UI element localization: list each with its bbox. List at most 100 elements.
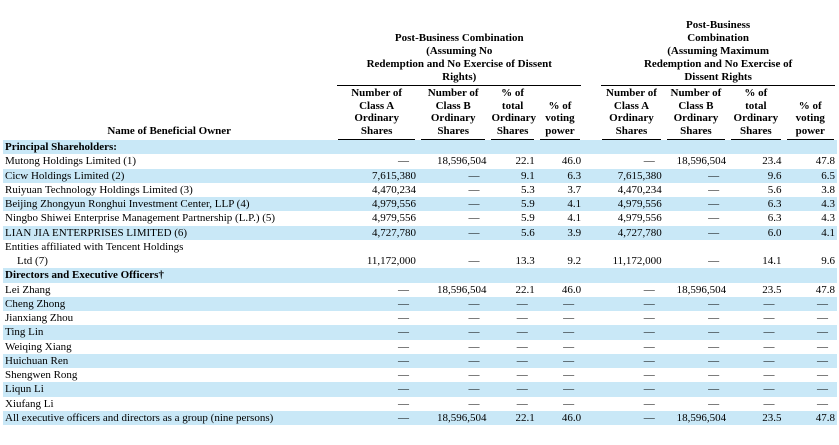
value-cell: 14.1 [762,255,782,267]
table-body: Principal Shareholders: Mutong Holdings L… [3,140,837,425]
value-cell: — [663,197,729,212]
value-cell: — [663,325,729,340]
group-header-row: Name of Beneficial Owner Post-Business C… [3,12,837,137]
group1-header: Post-Business Combination (Assuming No R… [335,12,583,86]
column-gap [583,12,599,140]
gap-cell [583,240,599,254]
value-cell: 4,979,556 [335,197,418,212]
table-header: Name of Beneficial Owner Post-Business C… [3,12,837,140]
value-cell: — [516,340,528,353]
value-cell: 23.4 [762,155,782,168]
value-cell: 18,596,504 [417,410,489,425]
value-cell: — [783,325,837,340]
value-cell [663,140,729,155]
value-cell: — [397,155,409,168]
table-row: Entities affiliated with Tencent Holding… [3,240,837,254]
gap-cell [583,283,599,297]
owner-name-cell: Ruiyuan Technology Holdings Limited (3) [5,183,193,196]
value-cell: 22.1 [515,155,535,168]
gap-cell [583,382,600,397]
gap-cell [583,197,600,212]
value-cell: — [643,369,655,381]
value-cell [728,240,783,254]
value-cell: — [599,296,664,311]
value-cell [537,240,583,254]
value-cell: 46.0 [561,155,582,168]
owner-name-cell: Entities affiliated with Tencent Holding… [5,240,184,253]
gap-cell [583,268,600,283]
name-column-header: Name of Beneficial Owner [107,125,232,137]
value-cell: — [817,312,828,324]
owner-name-cell: Huichuan Ren [3,353,336,368]
value-cell: 6.5 [783,168,837,183]
gap-cell [583,140,600,155]
table-row: Jianxiang Zhou — — — — — — — — [3,311,837,325]
value-cell [417,268,489,283]
value-cell: 9.6 [821,255,835,267]
value-cell: — [536,353,584,368]
owner-name-cell: Mutong Holdings Limited (1) [5,155,137,168]
value-cell: 5.6 [767,183,782,196]
value-cell: — [488,353,537,368]
value-cell: 46.0 [561,283,582,296]
value-cell: — [663,225,729,240]
value-cell: 18,596,504 [676,155,727,168]
value-cell: — [708,183,720,196]
value-cell: — [335,296,418,311]
gap-cell [583,410,600,425]
value-cell: 18,596,504 [676,283,727,296]
table-row: All executive officers and directors as … [3,410,837,425]
owner-name-cell: Liqun Li [3,382,336,397]
gap-cell [583,340,599,354]
value-cell: 4.1 [783,225,837,240]
value-cell [488,140,537,155]
value-cell: 5.6 [488,225,537,240]
value-cell: 6.0 [728,225,784,240]
gap-cell [583,211,599,225]
value-cell: — [708,369,720,381]
value-cell: — [468,312,480,324]
value-cell: — [335,410,418,425]
gap-cell [583,353,600,368]
value-cell: — [643,283,655,296]
value-cell: 3.9 [536,225,584,240]
value-cell: — [599,325,664,340]
value-cell: — [643,312,655,324]
beneficial-ownership-table: Name of Beneficial Owner Post-Business C… [3,12,837,425]
value-cell: 9.2 [567,255,582,267]
value-cell [599,140,664,155]
value-cell: — [763,312,775,324]
value-cell: 18,596,504 [436,283,487,296]
table-row: Ltd (7) 11,172,000 — 13.3 9.2 11,172,000 — 14.1… [3,254,837,268]
value-cell [335,268,418,283]
value-cell: — [488,296,537,311]
section-row: Directors and Executive Officers† [3,268,837,283]
value-cell: — [468,255,480,267]
col-header-g2-class-b: Number of Class B Ordinary Shares [664,86,728,140]
value-cell: 47.8 [783,410,837,425]
col-header-g2-class-a: Number of Class A Ordinary Shares [599,86,663,140]
gap-cell [583,183,599,197]
value-cell: 5.9 [521,212,535,225]
table-row: Weiqing Xiang — — — — — — — — [3,340,837,354]
value-cell: 4,727,780 [335,225,418,240]
value-cell: 46.0 [536,410,584,425]
value-cell [488,268,537,283]
owner-name-cell: Ltd (7) [17,255,48,267]
value-cell: — [599,410,664,425]
value-cell: 23.5 [728,410,784,425]
gap-cell [583,397,599,411]
value-cell: 4,979,556 [599,197,664,212]
value-cell: — [468,183,480,196]
value-cell: — [536,296,584,311]
value-cell: — [397,283,409,296]
value-cell: 4.3 [783,197,837,212]
table-row: Ting Lin — — — — — — — — [3,325,837,340]
value-cell: — [763,397,775,410]
table-row: Liqun Li — — — — — — — — [3,382,837,397]
value-cell: — [728,296,784,311]
value-cell: — [563,369,575,381]
value-cell: — [817,340,828,353]
value-cell: 18,596,504 [663,410,729,425]
value-cell: — [397,369,409,381]
